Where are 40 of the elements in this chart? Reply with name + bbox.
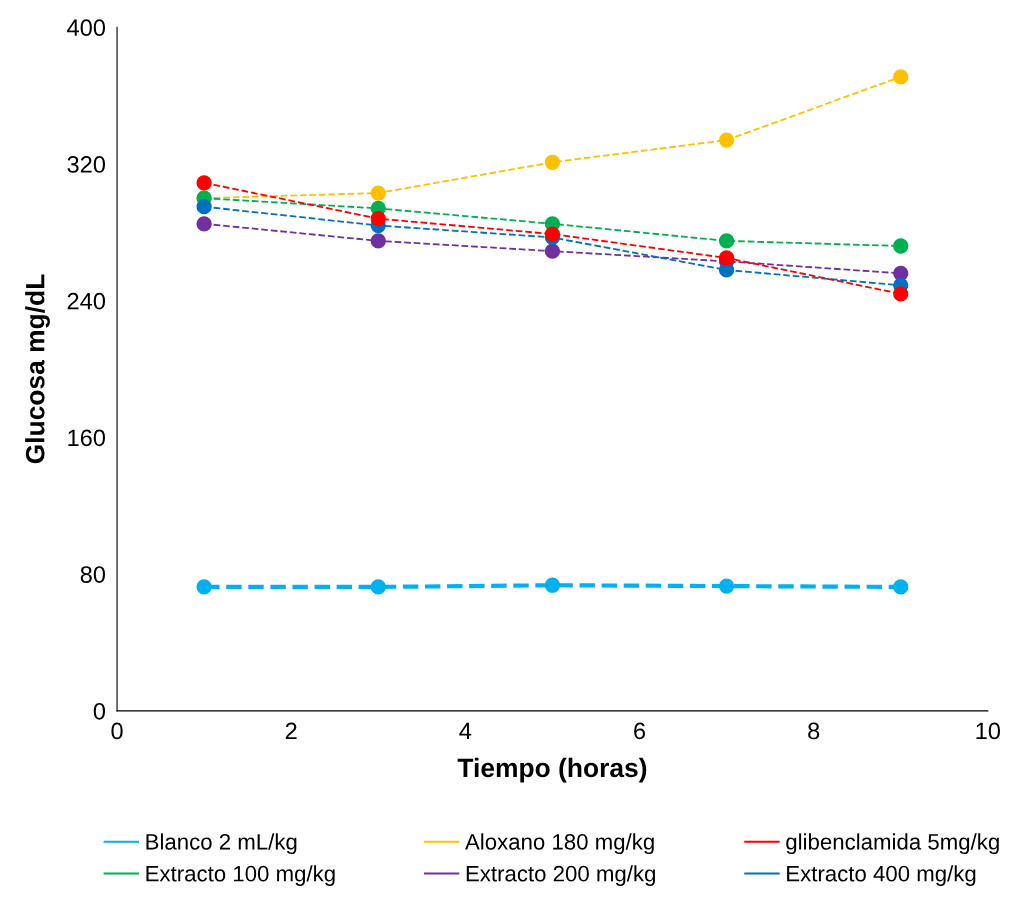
point [718,250,735,266]
point [718,132,735,148]
point [893,69,909,85]
x-tick-label: 10 [976,722,1001,740]
point [893,286,909,302]
point [196,199,212,215]
legend-label: Extracto 100 mg/kg [146,865,335,886]
y-tick-label: 400 [67,19,106,37]
y-tick-label: 160 [68,429,106,447]
legend-label: glibenclamida 5mg/kg [786,833,999,855]
point [370,233,386,249]
point [544,243,561,259]
x-tick-label: 4 [459,722,472,740]
point [544,226,561,242]
point [544,154,561,170]
x-tick-label: 6 [634,722,646,740]
point [893,579,909,595]
point [196,216,212,232]
x-tick-label: 0 [111,722,123,740]
point [196,175,212,191]
legend-label: Extracto 400 mg/kg [787,865,976,886]
y-axis-title: Glucosa mg/dL [25,274,50,464]
y-tick-label: 80 [80,566,106,583]
legend-label: Blanco 2 mL/kg [146,833,297,855]
point [370,579,386,595]
legend-label: Extracto 200 mg/kg [466,865,655,886]
point [718,578,735,594]
point [544,577,561,593]
x-tick-label: 2 [285,722,297,740]
y-tick-label: 240 [67,292,106,310]
point [718,233,735,249]
x-tick-label: 8 [808,722,820,740]
point [196,579,212,595]
y-tick-label: 0 [93,702,106,720]
point [370,211,386,227]
legend-label: Aloxano 180 mg/kg [465,833,654,855]
x-axis-title: Tiempo (horas) [457,757,647,783]
point [370,185,386,201]
point [893,238,909,254]
y-tick-label: 320 [67,156,106,173]
